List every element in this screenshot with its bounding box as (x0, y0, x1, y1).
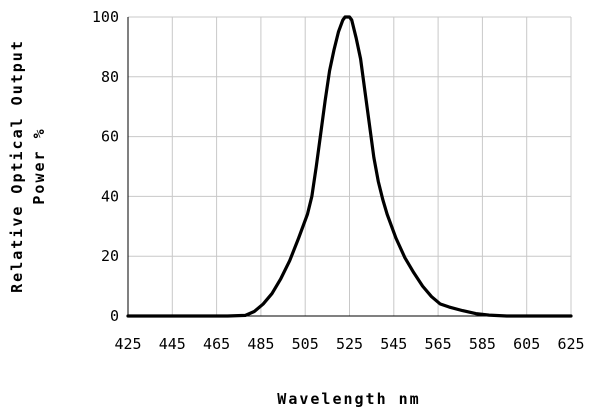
x-tick-label-625: 625 (557, 335, 584, 353)
y-axis-title-line-1: Relative Optical Output (8, 39, 26, 293)
x-tick-label-545: 545 (380, 335, 407, 353)
tick-labels: 425 445 465 485 505 525 545 565 585 605 625 0 20 40 60… (92, 8, 585, 353)
series-line-0 (126, 15, 573, 318)
x-tick-label-425: 425 (114, 335, 141, 353)
x-tick-label-485: 485 (247, 335, 274, 353)
grid-lines (128, 16, 572, 316)
x-tick-label-525: 525 (336, 335, 363, 353)
y-tick-label-20: 20 (101, 247, 119, 265)
y-axis-title: Relative Optical Output Power % (8, 39, 48, 293)
y-tick-label-40: 40 (101, 187, 119, 205)
x-axis-title: Wavelength nm (277, 390, 420, 408)
y-tick-label-80: 80 (101, 68, 119, 86)
x-tick-label-565: 565 (425, 335, 452, 353)
x-tick-label-505: 505 (292, 335, 319, 353)
x-tick-label-585: 585 (469, 335, 496, 353)
y-axis-title-line-2: Power % (30, 127, 48, 204)
series-layer (126, 15, 573, 318)
x-tick-label-605: 605 (513, 335, 540, 353)
y-tick-label-60: 60 (101, 128, 119, 146)
y-tick-label-100: 100 (92, 8, 119, 26)
x-tick-label-445: 445 (159, 335, 186, 353)
x-tick-label-465: 465 (203, 335, 230, 353)
y-tick-label-0: 0 (110, 307, 119, 325)
